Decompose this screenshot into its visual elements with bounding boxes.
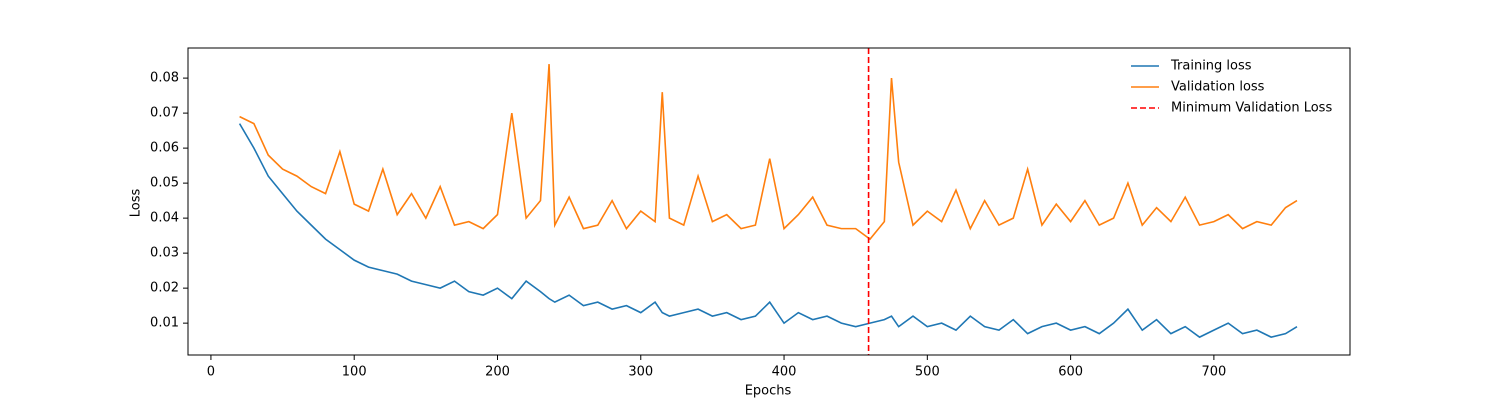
series-line — [238, 123, 1298, 339]
x-tick-label: 100 — [342, 365, 367, 380]
x-tick-label: 300 — [628, 365, 653, 380]
y-tick-label: 0.03 — [150, 246, 179, 261]
y-tick-label: 0.01 — [150, 316, 179, 331]
series-line — [239, 64, 1298, 241]
x-tick-label: 700 — [1201, 365, 1226, 380]
x-tick-label: 0 — [207, 365, 215, 380]
x-tick-label: 400 — [772, 365, 797, 380]
y-tick-label: 0.02 — [150, 281, 179, 296]
y-tick-label: 0.07 — [150, 106, 179, 121]
y-tick-label: 0.08 — [150, 71, 179, 86]
legend-label: Validation loss — [1171, 80, 1265, 95]
y-tick-label: 0.06 — [150, 141, 179, 156]
legend-label: Training loss — [1170, 59, 1252, 74]
y-tick-label: 0.05 — [150, 176, 179, 191]
x-axis-label: Epochs — [745, 384, 792, 399]
y-tick-label: 0.04 — [150, 211, 179, 226]
x-tick-label: 600 — [1058, 365, 1083, 380]
plot-frame — [187, 47, 1351, 356]
y-axis-label: Loss — [129, 189, 144, 218]
x-tick-label: 500 — [915, 365, 940, 380]
x-tick-label: 200 — [485, 365, 510, 380]
legend-label: Minimum Validation Loss — [1171, 101, 1332, 116]
